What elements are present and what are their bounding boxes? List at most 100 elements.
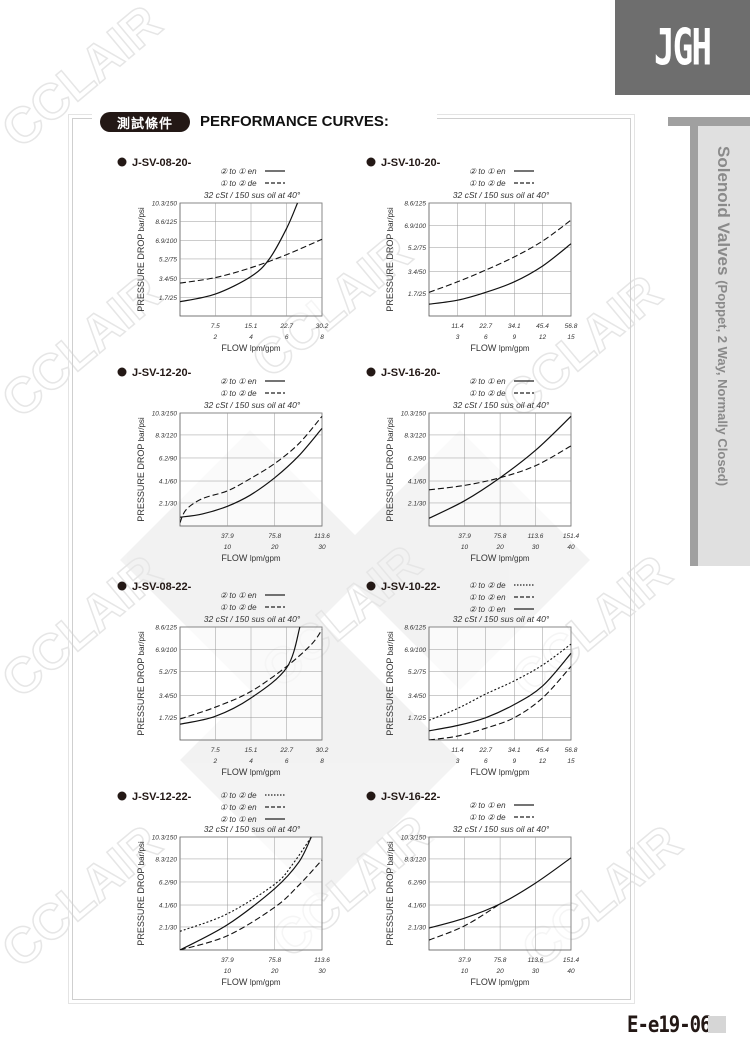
x-tick-label-lpm: 56.8	[565, 323, 578, 330]
x-axis-unit: lpm/gpm	[250, 978, 281, 987]
x-tick-label-lpm: 151.4	[563, 957, 580, 964]
y-tick-label: 1.7/25	[408, 291, 426, 298]
sidebar-panel	[698, 126, 750, 566]
legend-label: ② to ① en	[220, 377, 257, 386]
x-tick-label-lpm: 30.2	[316, 747, 329, 754]
series-line-solid	[429, 243, 572, 305]
legend-label: ② to ① en	[469, 605, 506, 614]
performance-chart: J-SV-08-20- ② to ① en ① to ② de 32 cSt / 15…	[100, 150, 350, 360]
x-tick-label-lpm: 75.8	[494, 533, 507, 540]
y-tick-label: 2.1/30	[407, 924, 426, 931]
x-tick-label-lpm: 113.6	[528, 533, 544, 540]
x-tick-label-gpm: 40	[567, 544, 575, 551]
x-tick-label-gpm: 6	[484, 334, 488, 341]
x-tick-label-lpm: 30.2	[316, 323, 329, 330]
y-tick-label: 8.3/120	[404, 856, 426, 863]
x-tick-label-lpm: 11.4	[451, 323, 464, 330]
x-tick-label-gpm: 3	[456, 334, 460, 341]
y-tick-label: 4.1/60	[408, 903, 426, 910]
y-axis-unit: bar/psi	[386, 207, 395, 231]
series-line-dashed	[429, 903, 501, 941]
y-tick-label: 10.3/150	[401, 835, 427, 842]
x-tick-label-gpm: 6	[285, 758, 289, 765]
x-tick-label-gpm: 8	[320, 758, 324, 765]
y-tick-label: 6.9/100	[155, 238, 177, 245]
x-tick-label-gpm: 30	[532, 544, 540, 551]
x-tick-label-gpm: 2	[212, 334, 217, 341]
x-tick-label-lpm: 37.9	[458, 533, 471, 540]
page-number: E-e19-06	[627, 1012, 712, 1038]
x-tick-label-lpm: 56.8	[565, 747, 578, 754]
x-tick-label-lpm: 34.1	[508, 323, 521, 330]
y-tick-label: 1.7/25	[159, 295, 177, 302]
y-tick-label: 10.3/150	[152, 835, 178, 842]
logo-text: JGH	[654, 18, 712, 77]
bullet-icon	[117, 367, 127, 377]
legend-label: ① to ② de	[469, 389, 506, 398]
x-tick-label-gpm: 9	[512, 334, 516, 341]
x-axis-unit: lpm/gpm	[250, 344, 281, 353]
y-tick-label: 8.6/125	[404, 625, 426, 632]
x-tick-label-lpm: 113.6	[314, 957, 330, 964]
legend-label: ① to ② de	[469, 179, 506, 188]
x-tick-label-lpm: 37.9	[458, 957, 471, 964]
y-tick-label: 4.1/60	[159, 903, 177, 910]
x-tick-label-gpm: 30	[318, 968, 326, 975]
y-tick-label: 8.6/125	[155, 219, 177, 226]
x-tick-label-lpm: 37.9	[221, 957, 234, 964]
x-axis-title: FLOW	[221, 343, 250, 353]
sidebar-title: Solenoid Valves	[714, 146, 733, 276]
legend-label: ② to ① en	[220, 815, 257, 824]
y-axis-unit: bar/psi	[137, 631, 146, 655]
x-tick-label-gpm: 10	[224, 544, 232, 551]
performance-chart: J-SV-16-20- ② to ① en ① to ② de 32 cSt / 15…	[360, 360, 610, 570]
legend-label: ① to ② de	[469, 581, 506, 590]
series-line-solid	[429, 857, 572, 929]
y-tick-label: 10.3/150	[152, 201, 178, 208]
series-line-dashed	[180, 238, 323, 284]
series-line-solid	[180, 428, 323, 518]
x-tick-label-lpm: 22.7	[279, 323, 293, 330]
x-tick-label-lpm: 15.1	[245, 323, 258, 330]
y-axis-label: PRESSURE DROP bar/psi	[136, 631, 146, 736]
y-axis-label: PRESSURE DROP bar/psi	[385, 841, 395, 946]
y-tick-label: 10.3/150	[401, 411, 427, 418]
x-axis-title: FLOW	[470, 553, 499, 563]
x-tick-label-lpm: 113.6	[528, 957, 544, 964]
x-tick-label-lpm: 75.8	[494, 957, 507, 964]
x-tick-label-gpm: 10	[461, 968, 469, 975]
series-line-dashed	[429, 219, 572, 293]
series-line-solid	[180, 202, 299, 303]
y-tick-label: 6.2/90	[159, 879, 177, 886]
chart-svg: J-SV-12-22- ① to ② de ① to ② en ② to ① en32…	[117, 791, 330, 987]
legend-label: ① to ② de	[469, 813, 506, 822]
y-axis-title: PRESSURE DROP	[385, 655, 395, 735]
y-axis-label: PRESSURE DROP bar/psi	[385, 417, 395, 522]
y-tick-label: 5.2/75	[159, 669, 177, 676]
x-axis-unit: lpm/gpm	[499, 344, 530, 353]
x-axis-label: FLOW lpm/gpm	[221, 553, 281, 563]
y-tick-label: 8.6/125	[404, 201, 426, 208]
chart-svg: J-SV-08-20- ② to ① en ① to ② de 32 cSt / 15…	[117, 157, 329, 353]
legend-label: ① to ② de	[220, 603, 257, 612]
chart-condition: 32 cSt / 150 sus oil at 40°	[204, 400, 301, 410]
chart-title: J-SV-16-22-	[381, 791, 441, 803]
y-axis-title: PRESSURE DROP	[136, 655, 146, 735]
series-line-dashed	[429, 666, 572, 740]
x-axis-title: FLOW	[221, 977, 250, 987]
y-tick-label: 8.3/120	[155, 856, 177, 863]
y-tick-label: 8.6/125	[155, 625, 177, 632]
x-tick-label-gpm: 8	[320, 334, 324, 341]
x-tick-label-gpm: 15	[567, 334, 575, 341]
bullet-icon	[117, 157, 127, 167]
y-tick-label: 1.7/25	[408, 715, 426, 722]
y-axis-unit: bar/psi	[386, 631, 395, 655]
bullet-icon	[117, 581, 127, 591]
y-axis-label: PRESSURE DROP bar/psi	[136, 841, 146, 946]
x-axis-title: FLOW	[221, 767, 250, 777]
x-tick-label-gpm: 3	[456, 758, 460, 765]
x-tick-label-lpm: 151.4	[563, 533, 580, 540]
x-axis-label: FLOW lpm/gpm	[221, 767, 281, 777]
y-tick-label: 5.2/75	[159, 256, 177, 263]
x-tick-label-gpm: 10	[461, 544, 469, 551]
